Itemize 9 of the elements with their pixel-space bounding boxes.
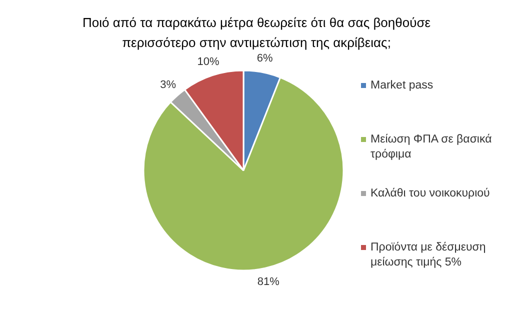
chart-title: Ποιό από τα παρακάτω μέτρα θεωρείτε ότι θα σας βοηθούσε περισσότερο στην αντιμετώπιση της ακρίβειας; (82, 15, 431, 50)
data-label: 10% (197, 56, 220, 68)
legend-label: Καλάθι του νοικοκυριού (370, 188, 490, 200)
legend-label: Μείωση ΦΠΑ σε βασικά τρόφιμα (370, 134, 492, 160)
legend-label: Market pass (370, 80, 434, 92)
data-label: 81% (257, 276, 280, 288)
data-label: 6% (256, 52, 274, 65)
data-label: 3% (160, 78, 176, 91)
legend-label: Προϊόντα με δέσμευση μείωσης τιμής 5% (370, 242, 486, 268)
